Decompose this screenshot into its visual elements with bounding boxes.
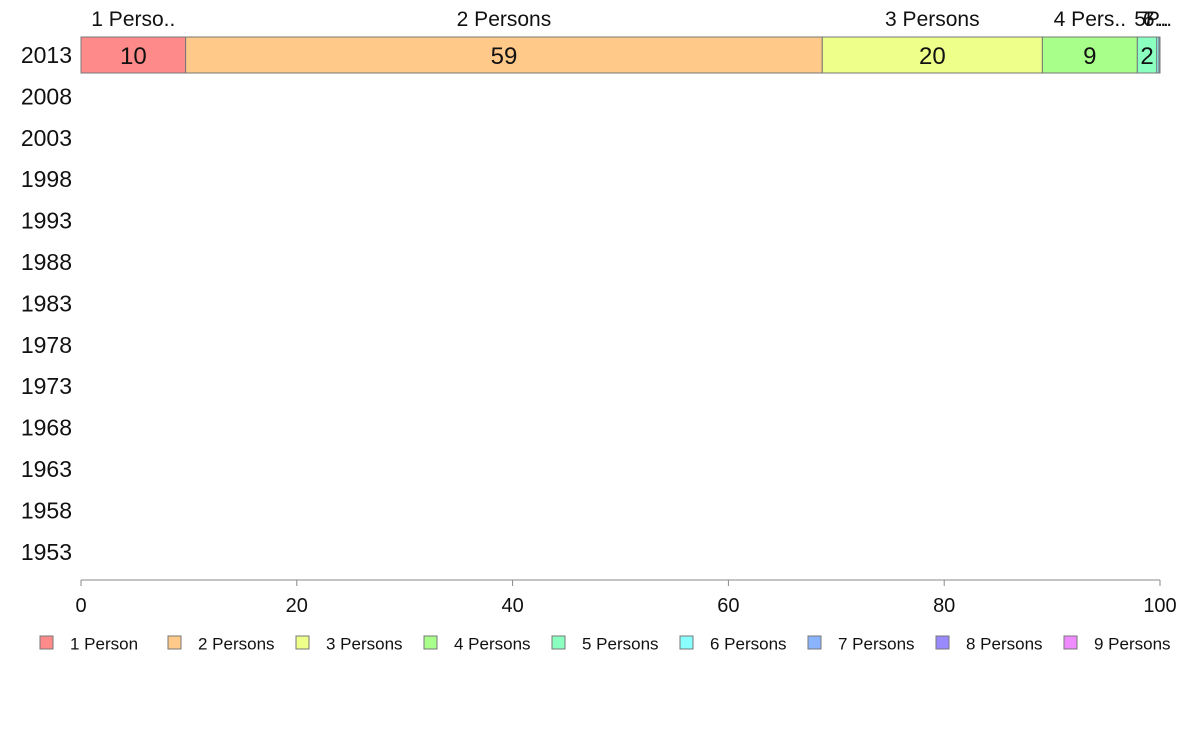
bar-segment-2013-7-persons: [1158, 36, 1161, 74]
legend-label: 4 Persons: [454, 635, 531, 654]
legend-label: 1 Person: [70, 635, 138, 654]
segment-header-labels: 1 Perso.. 2 Persons 3 Persons 4 Pers.. 5P..6…: [91, 8, 1172, 31]
segment-header-label: 5P..: [1134, 8, 1169, 31]
legend-item-3-persons: 3 Persons: [295, 635, 403, 654]
x-tick-label: 40: [501, 595, 523, 617]
bar-segment-2013-1-person: [80, 36, 187, 74]
legend-label: 7 Persons: [838, 635, 915, 654]
legend-label: 3 Persons: [326, 635, 403, 654]
segment-value-label: 2: [1140, 43, 1153, 70]
bar-segment-2013-3-persons: [821, 36, 1043, 74]
y-axis-labels: 2013 2008 2003 1998 1993 1988 1983 1978 1973 1968…: [21, 42, 72, 565]
legend-item-6-persons: 6 Persons: [679, 635, 787, 654]
legend-swatch: [551, 635, 566, 650]
legend-swatch: [167, 635, 182, 650]
legend-swatch: [423, 635, 438, 650]
segment-header-label: 6..: [1143, 8, 1166, 31]
x-tick-label: 0: [75, 595, 86, 617]
segment-header-label: 7...: [1143, 8, 1172, 31]
legend-swatch: [679, 635, 694, 650]
segment-value-label: 20: [919, 43, 946, 70]
legend-label: 6 Persons: [710, 635, 787, 654]
y-tick-label-2003: 2003: [21, 125, 72, 151]
y-tick-label-1993: 1993: [21, 208, 72, 234]
segment-header-label: 1 Perso..: [91, 8, 175, 31]
segment-value-label: 59: [491, 43, 518, 70]
segment-header-label: 4 Pers..: [1054, 8, 1126, 31]
y-tick-label-2013: 2013: [21, 42, 72, 68]
legend: 1 Person 2 Persons 3 Persons 4 Persons 5 Per…: [39, 635, 1171, 654]
legend-item-8-persons: 8 Persons: [935, 635, 1043, 654]
legend-swatch: [1063, 635, 1078, 650]
legend-item-2-persons: 2 Persons: [167, 635, 275, 654]
legend-swatch: [807, 635, 822, 650]
legend-label: 2 Persons: [198, 635, 275, 654]
y-tick-label-2008: 2008: [21, 83, 72, 109]
legend-label: 5 Persons: [582, 635, 659, 654]
x-tick-label: 60: [717, 595, 739, 617]
segment-header-label: 2 Persons: [457, 8, 552, 31]
legend-swatch: [39, 635, 54, 650]
legend-swatch: [295, 635, 310, 650]
y-tick-label-1953: 1953: [21, 539, 72, 565]
y-tick-label-1973: 1973: [21, 373, 72, 399]
legend-item-5-persons: 5 Persons: [551, 635, 659, 654]
legend-swatch: [935, 635, 950, 650]
y-tick-label-1968: 1968: [21, 415, 72, 441]
x-tick-label: 80: [933, 595, 955, 617]
segment-value-labels: 10 59 20 9 2: [120, 43, 1154, 70]
y-tick-label-1958: 1958: [21, 497, 72, 523]
x-tick-label: 100: [1143, 595, 1176, 617]
segment-value-label: 9: [1083, 43, 1096, 70]
segment-header-label: 3 Persons: [885, 8, 980, 31]
x-tick-label: 20: [286, 595, 308, 617]
bars: [80, 36, 1161, 74]
y-tick-label-1988: 1988: [21, 249, 72, 275]
segment-value-label: 10: [120, 43, 147, 70]
legend-label: 9 Persons: [1094, 635, 1171, 654]
y-tick-label-1983: 1983: [21, 290, 72, 316]
legend-label: 8 Persons: [966, 635, 1043, 654]
legend-item-9-persons: 9 Persons: [1063, 635, 1171, 654]
y-tick-label-1963: 1963: [21, 456, 72, 482]
y-tick-label-1978: 1978: [21, 332, 72, 358]
legend-item-4-persons: 4 Persons: [423, 635, 531, 654]
legend-item-1-person: 1 Person: [39, 635, 138, 654]
legend-item-7-persons: 7 Persons: [807, 635, 915, 654]
x-axis: 0 20 40 60 80 100: [75, 579, 1177, 617]
y-tick-label-1998: 1998: [21, 166, 72, 192]
bar-segment-2013-4-persons: [1041, 36, 1138, 74]
